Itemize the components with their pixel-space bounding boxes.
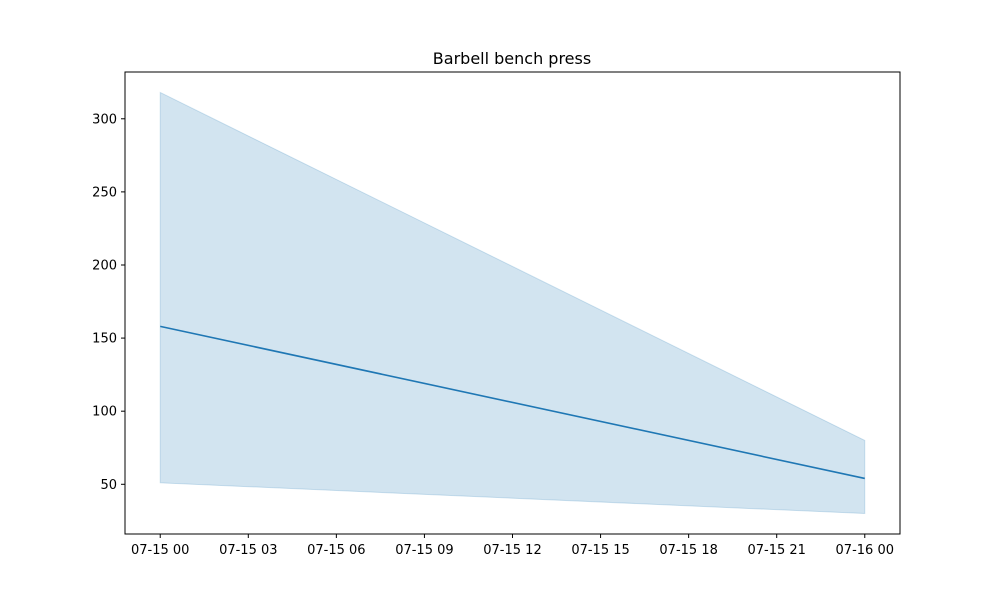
x-tick-label: 07-15 21 [747,543,805,558]
x-axis: 07-15 00 07-15 03 07-15 06 07-15 09 07-15 12… [131,534,894,558]
x-tick-label: 07-15 03 [219,543,277,558]
x-tick-label: 07-16 00 [836,543,894,558]
series-line-layer [160,325,865,480]
x-tick-label: 07-15 18 [659,543,717,558]
x-tick-label: 07-15 00 [131,543,189,558]
y-axis: 50 100 150 200 250 300 [92,112,125,493]
y-tick-label: 200 [92,258,117,273]
x-tick-label: 07-15 06 [307,543,365,558]
x-tick-label: 07-15 09 [395,543,453,558]
x-tick-label: 07-15 12 [483,543,541,558]
y-tick-label: 100 [92,405,117,420]
series-line [160,325,865,480]
x-tick-label: 07-15 15 [571,543,629,558]
chart-title: Barbell bench press [433,49,591,68]
y-tick-label: 300 [92,112,117,127]
confidence-band [159,91,866,515]
y-tick-label: 250 [92,185,117,200]
y-tick-label: 50 [100,478,117,493]
y-tick-label: 150 [92,332,117,347]
confidence-band-layer [159,91,866,515]
